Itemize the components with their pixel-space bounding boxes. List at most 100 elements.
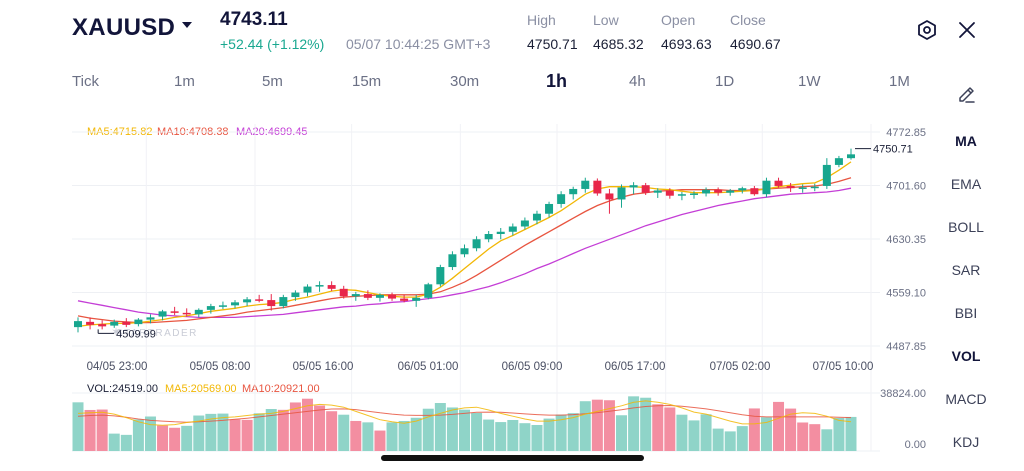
volume-bar xyxy=(157,425,169,451)
low-marker-label: 4509.99 xyxy=(116,328,156,340)
candle-body xyxy=(545,203,554,214)
indicator-boll[interactable]: BOLL xyxy=(948,219,984,235)
volume-bar xyxy=(301,398,313,451)
candle-body xyxy=(303,286,312,293)
high-value: 4750.71 xyxy=(527,36,578,52)
y-axis-label: 4772.85 xyxy=(886,127,926,139)
volume-bar xyxy=(326,411,338,451)
indicator-ma[interactable]: MA xyxy=(955,133,977,149)
volume-bar xyxy=(253,413,265,451)
volume-bar xyxy=(567,413,579,451)
x-axis-label: 04/05 23:00 xyxy=(87,361,148,373)
candle-body xyxy=(279,297,288,307)
indicator-kdj[interactable]: KDJ xyxy=(952,434,980,450)
candle-body xyxy=(146,317,155,320)
volume-bar xyxy=(676,414,688,451)
candle-body xyxy=(569,188,578,195)
close-icon[interactable] xyxy=(956,19,978,41)
candle-body xyxy=(243,299,252,303)
volume-bar xyxy=(591,399,603,451)
tab-1m[interactable]: 1m xyxy=(174,73,195,90)
volume-bar xyxy=(736,426,748,451)
volume-bar xyxy=(181,425,193,451)
y-axis-label: 4701.60 xyxy=(886,181,926,193)
candle-body xyxy=(641,185,650,193)
open-label: Open xyxy=(661,12,696,28)
volume-bar xyxy=(495,422,507,451)
high-label: High xyxy=(527,12,556,28)
candle-body xyxy=(98,324,107,327)
volume-bar xyxy=(507,419,519,451)
volume-bar xyxy=(785,408,797,451)
indicator-ema[interactable]: EMA xyxy=(950,176,982,192)
volume-bar xyxy=(205,413,217,451)
candle-body xyxy=(448,254,457,268)
tab-15m[interactable]: 15m xyxy=(352,73,382,90)
volume-bar xyxy=(773,401,785,451)
volume-bar xyxy=(120,434,132,451)
tab-4h[interactable]: 4h xyxy=(629,73,646,90)
tab-5m[interactable]: 5m xyxy=(262,73,283,90)
tab-1h[interactable]: 1h xyxy=(546,71,568,91)
candle-body xyxy=(327,285,336,289)
x-axis-label: 07/05 10:00 xyxy=(813,361,874,373)
volume-bar xyxy=(241,419,253,451)
x-axis-label: 07/05 02:00 xyxy=(710,361,771,373)
tab-1d[interactable]: 1D xyxy=(715,73,735,90)
tab-1w[interactable]: 1W xyxy=(798,73,821,90)
candle-body xyxy=(122,321,131,325)
volume-bar xyxy=(821,429,833,451)
candle-body xyxy=(496,231,505,235)
tab-1mo[interactable]: 1M xyxy=(889,73,910,90)
candle-body xyxy=(412,297,421,301)
volume-bar xyxy=(845,416,857,451)
volume-legend: VOL:24519.00 xyxy=(87,383,158,395)
volume-bar xyxy=(446,407,458,451)
candle-body xyxy=(532,213,541,221)
volume-bar xyxy=(688,420,700,451)
y-axis-label: 4487.85 xyxy=(886,341,926,353)
candle-body xyxy=(847,154,855,159)
volume-bar xyxy=(628,396,640,451)
settings-hexagon-icon[interactable] xyxy=(916,19,938,41)
volume-bar xyxy=(144,416,156,451)
x-axis-label: 05/05 08:00 xyxy=(190,361,251,373)
volume-bar xyxy=(833,417,845,451)
vol-ma5-legend: MA5:20569.00 xyxy=(165,383,237,395)
volume-bar xyxy=(664,407,676,451)
candle-body xyxy=(834,158,843,165)
indicator-bbi[interactable]: BBI xyxy=(954,305,978,321)
high-marker-label: 4750.71 xyxy=(873,144,913,156)
tab-tick[interactable]: Tick xyxy=(72,73,99,90)
candle-body xyxy=(255,299,264,301)
candle-body xyxy=(206,306,215,310)
volume-bar xyxy=(640,397,652,451)
close-value: 4690.67 xyxy=(730,36,781,52)
open-value: 4693.63 xyxy=(661,36,712,52)
volume-bar xyxy=(217,413,229,451)
volume-bar xyxy=(108,433,120,451)
chevron-down-icon[interactable] xyxy=(182,22,192,28)
indicator-macd[interactable]: MACD xyxy=(945,391,987,407)
symbol-selector[interactable]: XAUUSD xyxy=(72,14,176,41)
tab-30m[interactable]: 30m xyxy=(450,73,480,90)
volume-bar xyxy=(809,424,821,451)
volume-bar xyxy=(289,402,301,451)
volume-bar xyxy=(422,408,434,451)
candle-body xyxy=(351,294,360,297)
vol-ma10-legend: MA10:20921.00 xyxy=(242,383,320,395)
candle-body xyxy=(291,292,300,298)
y-axis-label: 4559.10 xyxy=(886,288,926,300)
draw-pen-icon[interactable] xyxy=(956,84,976,104)
indicator-vol[interactable]: VOL xyxy=(951,348,981,364)
indicator-sar[interactable]: SAR xyxy=(951,262,981,278)
candle-body xyxy=(726,190,735,193)
candle-body xyxy=(400,298,409,301)
candle-body xyxy=(134,319,143,325)
x-axis-label: 06/05 01:00 xyxy=(398,361,459,373)
quote-datetime: 05/07 10:44:25 GMT+3 xyxy=(346,36,491,52)
low-value: 4685.32 xyxy=(593,36,644,52)
volume-bar xyxy=(724,431,736,451)
volume-bar xyxy=(72,402,84,451)
